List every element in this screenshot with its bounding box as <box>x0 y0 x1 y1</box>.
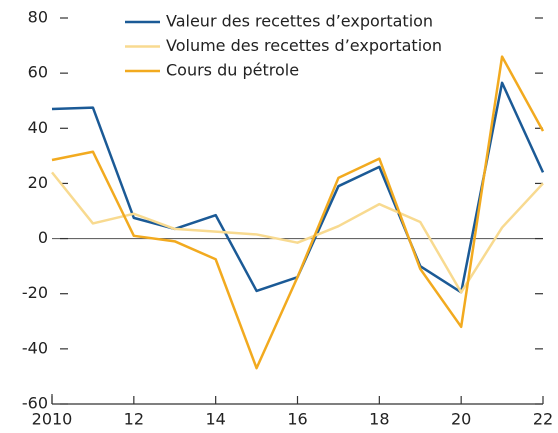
series-line <box>51 81 545 294</box>
legend-label: Volume des recettes d’exportation <box>166 36 442 55</box>
y-tick-label: -20 <box>22 283 48 302</box>
x-tick-label: 12 <box>124 410 144 429</box>
y-tick-label: -60 <box>22 394 48 413</box>
legend-label: Cours du pétrole <box>166 61 299 80</box>
x-tick-label: 20 <box>451 410 471 429</box>
legend-label: Valeur des recettes d’exportation <box>166 12 433 31</box>
series-line <box>51 171 544 294</box>
series-line <box>51 55 545 370</box>
x-tick-label: 22 <box>533 410 553 429</box>
x-tick-label: 18 <box>369 410 389 429</box>
y-tick-label: 40 <box>28 118 48 137</box>
y-tick-label: 80 <box>28 8 48 27</box>
y-tick-label: 0 <box>38 228 48 247</box>
y-tick-label: 60 <box>28 63 48 82</box>
x-tick-label: 16 <box>287 410 307 429</box>
y-tick-label: 20 <box>28 173 48 192</box>
x-tick-label: 14 <box>205 410 225 429</box>
y-tick-label: -40 <box>22 338 48 357</box>
x-tick-label: 2010 <box>32 410 73 429</box>
